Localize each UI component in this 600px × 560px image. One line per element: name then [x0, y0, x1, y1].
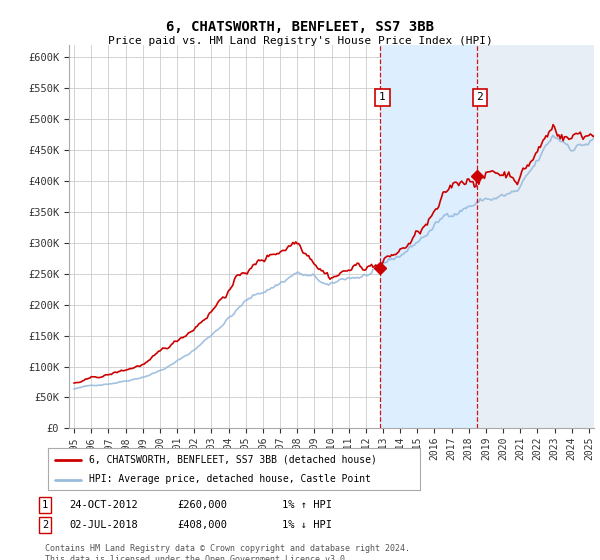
Text: 24-OCT-2012: 24-OCT-2012 [69, 500, 138, 510]
Bar [478, 45, 594, 428]
Text: 6, CHATSWORTH, BENFLEET, SS7 3BB: 6, CHATSWORTH, BENFLEET, SS7 3BB [166, 20, 434, 34]
Text: 02-JUL-2018: 02-JUL-2018 [69, 520, 138, 530]
Text: £408,000: £408,000 [177, 520, 227, 530]
Text: 1% ↓ HPI: 1% ↓ HPI [282, 520, 332, 530]
Text: Contains HM Land Registry data © Crown copyright and database right 2024.
This d: Contains HM Land Registry data © Crown c… [45, 544, 410, 560]
Text: 6, CHATSWORTH, BENFLEET, SS7 3BB (detached house): 6, CHATSWORTH, BENFLEET, SS7 3BB (detach… [89, 455, 377, 465]
Text: £260,000: £260,000 [177, 500, 227, 510]
Text: 1% ↑ HPI: 1% ↑ HPI [282, 500, 332, 510]
Text: Price paid vs. HM Land Registry's House Price Index (HPI): Price paid vs. HM Land Registry's House … [107, 36, 493, 46]
Text: HPI: Average price, detached house, Castle Point: HPI: Average price, detached house, Cast… [89, 474, 371, 484]
Text: 1: 1 [379, 92, 386, 102]
Text: 1: 1 [42, 500, 48, 510]
Bar [380, 45, 478, 428]
Text: 2: 2 [476, 92, 483, 102]
Text: 2: 2 [42, 520, 48, 530]
